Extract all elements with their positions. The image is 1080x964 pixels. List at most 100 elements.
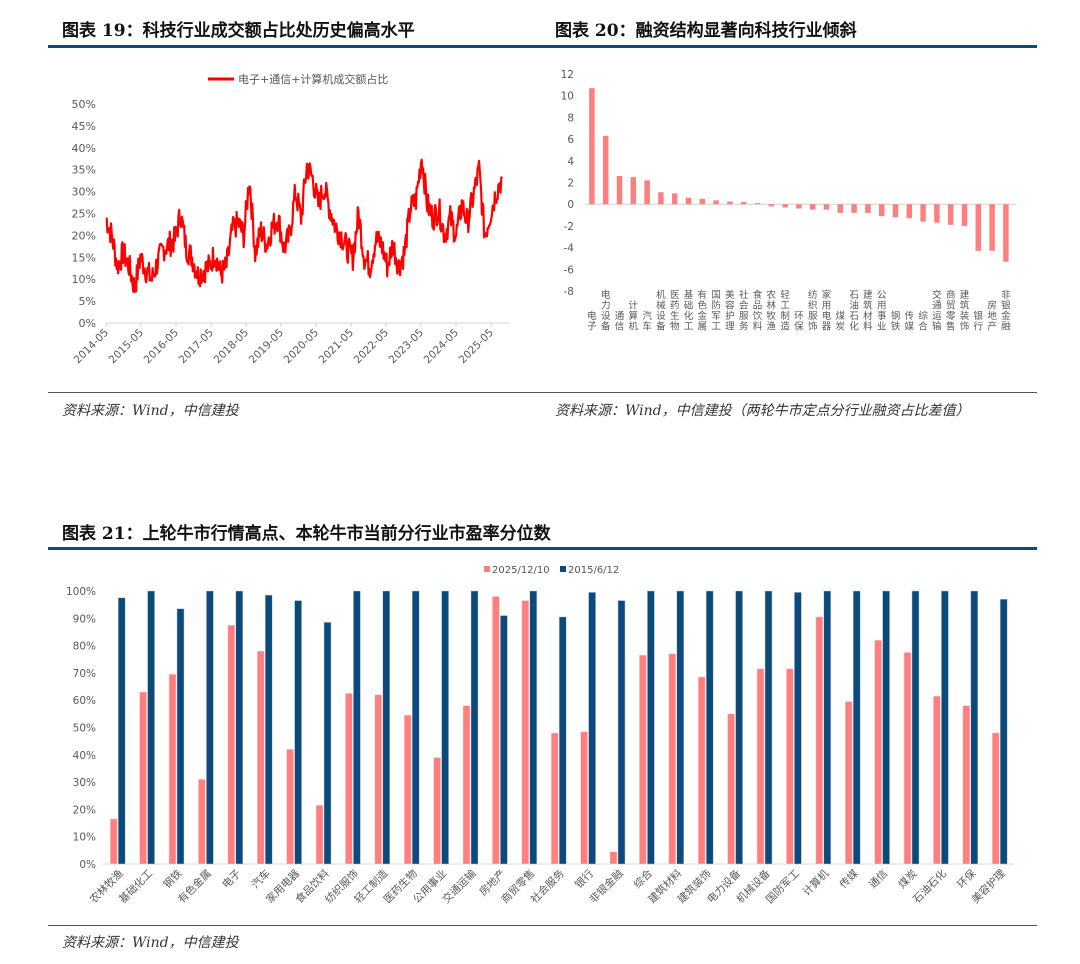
chart21-bar-2025 bbox=[844, 701, 853, 865]
y-tick-label: 12 bbox=[561, 69, 574, 81]
x-category-label: 美容护理 bbox=[725, 289, 735, 333]
x-category-label: 通信 bbox=[867, 868, 890, 891]
x-tick-label: 2024-05 bbox=[422, 327, 462, 367]
x-category-label: 有色金属 bbox=[698, 289, 708, 333]
chart21-bar-2015 bbox=[558, 616, 567, 865]
chart20-bar bbox=[796, 204, 802, 209]
y-tick-label: 40% bbox=[73, 750, 96, 762]
chart21-bar-2015 bbox=[735, 590, 743, 865]
y-tick-label: 4 bbox=[567, 156, 574, 168]
chart19-title-rule bbox=[48, 45, 543, 48]
y-tick-label: -4 bbox=[564, 243, 575, 255]
chart21-bar-2025 bbox=[374, 694, 383, 865]
y-tick-label: 5% bbox=[79, 295, 96, 308]
chart21-bar-2025 bbox=[462, 705, 471, 865]
svg-text:2025/12/10: 2025/12/10 bbox=[492, 565, 550, 576]
x-category-label: 环保 bbox=[954, 867, 978, 891]
chart21-bar-2025 bbox=[697, 676, 706, 865]
chart21-bar-2015 bbox=[794, 592, 802, 865]
x-category-label: 综合 bbox=[918, 310, 928, 333]
chart19-source: 资料来源：Wind，中信建投 bbox=[62, 403, 239, 419]
x-tick-label: 2021-05 bbox=[317, 327, 357, 367]
y-tick-label: 50% bbox=[72, 98, 96, 111]
x-tick-label: 2023-05 bbox=[387, 327, 427, 367]
x-tick-label: 2015-05 bbox=[107, 327, 147, 367]
chart21-bar-2025 bbox=[550, 732, 559, 865]
x-tick-label: 2020-05 bbox=[282, 327, 322, 367]
chart20-bar bbox=[823, 204, 830, 210]
y-tick-label: 0% bbox=[79, 317, 96, 330]
chart21-bar-2015 bbox=[353, 590, 361, 865]
chart21-bar-2025 bbox=[727, 713, 735, 865]
y-tick-label: 20% bbox=[73, 804, 96, 816]
chart20-bottom-rule bbox=[540, 392, 1037, 393]
y-tick-label: -2 bbox=[564, 221, 574, 233]
x-category-label: 房地产 bbox=[987, 300, 997, 333]
chart21-bar-2015 bbox=[441, 590, 449, 865]
x-category-label: 石油石化 bbox=[910, 867, 949, 906]
chart20-bar bbox=[989, 204, 995, 251]
chart20-bar bbox=[727, 201, 733, 205]
chart21-bar-2015 bbox=[323, 622, 332, 865]
y-tick-label: 50% bbox=[73, 723, 96, 735]
chart21-bar-2025 bbox=[315, 805, 324, 865]
x-category-label: 社会服务 bbox=[528, 867, 567, 906]
chart21-bar-2015 bbox=[882, 590, 890, 865]
chart20-bar bbox=[782, 204, 788, 208]
y-tick-label: 30% bbox=[73, 777, 96, 789]
chart20-bar bbox=[671, 193, 678, 205]
x-category-label: 电子 bbox=[587, 310, 597, 333]
chart20-bar bbox=[878, 204, 885, 217]
x-category-label: 纺织服饰 bbox=[808, 289, 818, 333]
y-tick-label: 60% bbox=[73, 695, 96, 707]
y-tick-label: 70% bbox=[73, 668, 96, 680]
chart20-bar bbox=[947, 204, 954, 225]
y-tick-label: 80% bbox=[73, 641, 96, 653]
x-category-label: 环保 bbox=[794, 311, 804, 333]
chart21-bar-2015 bbox=[117, 597, 126, 865]
chart20-bar bbox=[699, 198, 706, 205]
x-category-label: 家用电器 bbox=[822, 289, 832, 333]
chart21-bar-2025 bbox=[874, 639, 882, 865]
x-category-label: 电子 bbox=[219, 867, 243, 891]
x-category-label: 基础化工 bbox=[684, 289, 694, 333]
chart21-bar-2025 bbox=[933, 695, 941, 865]
x-category-label: 轻工制造 bbox=[780, 289, 790, 333]
chart21-bar-2015 bbox=[676, 590, 685, 865]
x-category-label: 石油石化 bbox=[849, 290, 859, 333]
chart20-bar bbox=[906, 204, 913, 219]
y-tick-label: -6 bbox=[564, 264, 575, 276]
chart20-bar bbox=[892, 204, 899, 218]
x-category-label: 煤炭 bbox=[896, 867, 920, 891]
x-tick-label: 2016-05 bbox=[142, 327, 182, 367]
chart20-bar bbox=[809, 204, 816, 210]
chart20-bar bbox=[644, 180, 650, 205]
y-tick-label: 10% bbox=[73, 832, 96, 844]
chart21-bar-2025 bbox=[639, 654, 647, 865]
chart20-bar bbox=[934, 204, 940, 223]
y-tick-label: 2 bbox=[567, 178, 574, 190]
x-tick-label: 2014-05 bbox=[72, 327, 112, 367]
chart21-bar-2015 bbox=[206, 590, 214, 865]
chart21-bar-2015 bbox=[294, 600, 302, 865]
x-category-label: 建筑材料 bbox=[863, 289, 873, 333]
chart21-bar-2015 bbox=[617, 600, 626, 865]
chart20-bar bbox=[602, 135, 609, 205]
chart20-bar bbox=[975, 204, 982, 251]
chart21-bar-2015 bbox=[176, 608, 185, 865]
y-tick-label: 0% bbox=[79, 859, 96, 871]
y-tick-label: 8 bbox=[567, 112, 574, 124]
chart21-bar-2015 bbox=[382, 590, 391, 865]
x-category-label: 国防军工 bbox=[711, 290, 721, 333]
x-category-label: 计算机 bbox=[800, 867, 832, 899]
x-category-label: 商贸零售 bbox=[946, 289, 956, 333]
chart21-bar-2015 bbox=[705, 590, 714, 865]
chart21-bar-2015 bbox=[764, 590, 773, 865]
y-tick-label: 0 bbox=[567, 199, 574, 211]
x-tick-label: 2025-05 bbox=[457, 327, 497, 367]
y-tick-label: 25% bbox=[72, 208, 96, 221]
chart21-bar-2025 bbox=[609, 851, 618, 865]
x-category-label: 建筑装饰 bbox=[960, 289, 970, 333]
chart21-bar-2025 bbox=[962, 705, 971, 865]
chart21-bar-2015 bbox=[999, 598, 1008, 865]
